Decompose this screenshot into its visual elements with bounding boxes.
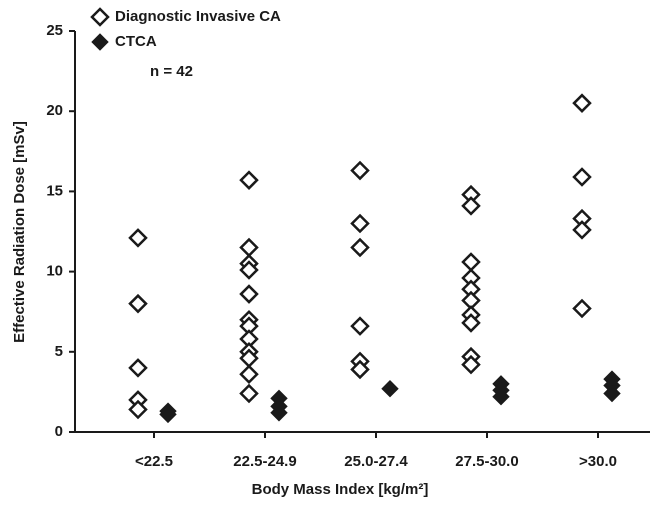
open-diamond bbox=[461, 196, 481, 216]
open-diamond bbox=[572, 220, 592, 240]
open-diamond bbox=[350, 213, 370, 234]
annotation: n = 42 bbox=[150, 63, 193, 80]
y-tick-label: 0 bbox=[55, 423, 63, 440]
open-diamond bbox=[239, 284, 259, 304]
y-tick-label: 20 bbox=[46, 102, 63, 119]
open-diamond bbox=[128, 399, 148, 420]
open-diamond bbox=[572, 93, 592, 113]
y-tick-label: 15 bbox=[46, 182, 63, 199]
x-tick-label: 27.5-30.0 bbox=[455, 453, 518, 470]
filled-diamond bbox=[492, 388, 510, 406]
open-diamond bbox=[239, 364, 259, 385]
open-diamond bbox=[239, 260, 259, 280]
open-diamond bbox=[350, 237, 370, 258]
open-diamond bbox=[350, 359, 370, 380]
filled-diamond bbox=[270, 404, 288, 422]
y-tick-label: 5 bbox=[55, 343, 63, 360]
legend-marker bbox=[91, 33, 109, 51]
open-diamond bbox=[350, 316, 370, 336]
open-diamond bbox=[461, 252, 481, 272]
open-diamond bbox=[239, 237, 259, 258]
x-axis-label: Body Mass Index [kg/m²] bbox=[252, 481, 429, 498]
open-diamond bbox=[128, 228, 148, 248]
open-diamond bbox=[350, 160, 370, 181]
open-diamond bbox=[239, 383, 259, 404]
open-diamond bbox=[461, 354, 481, 375]
y-axis-label: Effective Radiation Dose [mSv] bbox=[11, 121, 28, 343]
open-diamond bbox=[128, 293, 148, 314]
x-tick-label: 22.5-24.9 bbox=[233, 453, 296, 470]
open-diamond bbox=[572, 167, 592, 187]
legend-label: CTCA bbox=[115, 33, 157, 50]
open-diamond bbox=[239, 170, 259, 190]
x-tick-label: <22.5 bbox=[135, 453, 173, 470]
filled-diamond bbox=[159, 405, 177, 424]
x-tick-label: >30.0 bbox=[579, 453, 617, 470]
open-diamond bbox=[572, 298, 592, 319]
legend-label: Diagnostic Invasive CA bbox=[115, 8, 281, 25]
open-diamond bbox=[461, 313, 481, 333]
open-diamond bbox=[128, 358, 148, 378]
filled-diamond bbox=[603, 384, 621, 403]
filled-diamond bbox=[381, 379, 399, 398]
x-tick-label: 25.0-27.4 bbox=[344, 453, 408, 470]
y-tick-label: 10 bbox=[46, 263, 63, 280]
y-tick-label: 25 bbox=[46, 22, 63, 39]
legend-marker bbox=[90, 7, 110, 27]
